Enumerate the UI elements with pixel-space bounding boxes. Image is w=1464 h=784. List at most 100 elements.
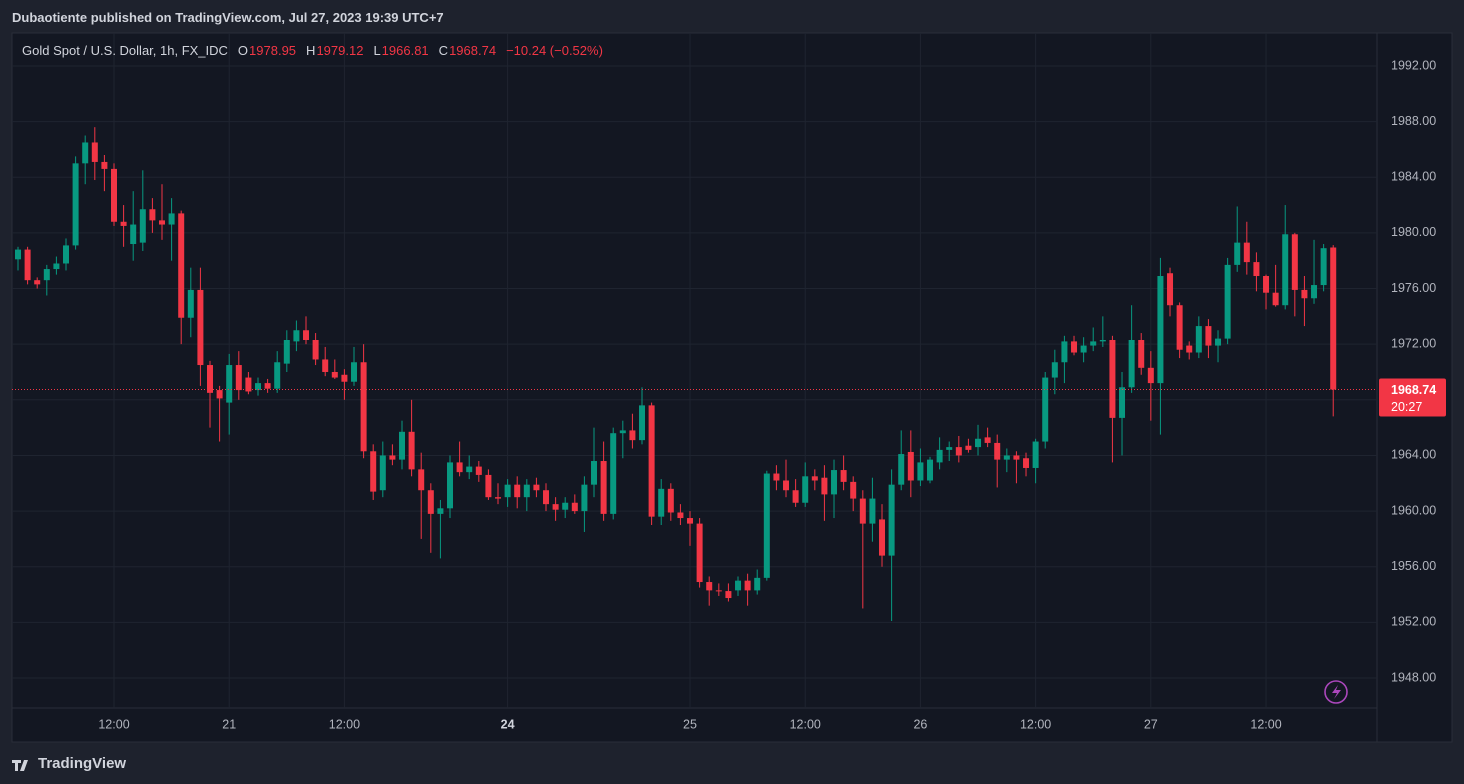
candle-body xyxy=(159,220,166,225)
candle-body xyxy=(187,289,194,318)
x-tick-label: 25 xyxy=(683,717,697,731)
candle-body xyxy=(1023,458,1030,468)
candle-body xyxy=(437,508,444,514)
y-tick-label: 1948.00 xyxy=(1391,670,1436,684)
candle-body xyxy=(139,209,146,243)
x-tick-label: 27 xyxy=(1144,717,1158,731)
candle-body xyxy=(1099,339,1106,342)
candle-body xyxy=(754,577,761,591)
candle-body xyxy=(571,502,578,512)
candle-body xyxy=(1253,262,1260,277)
candle-body xyxy=(504,484,511,498)
candle-body xyxy=(1311,285,1318,299)
candle-body xyxy=(562,502,569,510)
candle-body xyxy=(1109,339,1116,418)
candle-body xyxy=(783,480,790,491)
candle-body xyxy=(735,580,742,591)
candle-body xyxy=(869,498,876,524)
candle-body xyxy=(677,512,684,519)
candle-body xyxy=(859,498,866,524)
candle-body xyxy=(591,461,598,485)
candle-body xyxy=(600,461,607,514)
x-tick-label: 12:00 xyxy=(329,717,360,731)
candle-body xyxy=(1243,242,1250,263)
candle-body xyxy=(1272,292,1279,306)
legend-label: O xyxy=(237,43,249,58)
legend-label: C xyxy=(438,43,449,58)
candle-body xyxy=(1301,289,1308,299)
x-tick-label: 12:00 xyxy=(1020,717,1051,731)
candle-body xyxy=(24,249,31,281)
candle-body xyxy=(1215,338,1222,346)
candle-body xyxy=(533,484,540,491)
candle-body xyxy=(1330,247,1337,390)
last-price-label: 1968.74 xyxy=(1391,383,1436,397)
symbol-title: Gold Spot / U.S. Dollar, 1h, FX_IDC xyxy=(22,43,228,58)
alert-icon[interactable] xyxy=(1324,680,1348,704)
candle-body xyxy=(946,447,953,450)
candle-body xyxy=(120,221,127,226)
candle-body xyxy=(879,519,886,556)
candle-body xyxy=(1138,339,1145,368)
candle-body xyxy=(610,433,617,514)
candle-body xyxy=(418,469,425,491)
legend-change: −10.24 (−0.52%) xyxy=(506,43,603,58)
candle-body xyxy=(1282,234,1289,306)
y-tick-label: 1976.00 xyxy=(1391,281,1436,295)
legend: Gold Spot / U.S. Dollar, 1h, FX_IDC O 197… xyxy=(22,43,609,58)
candle-body xyxy=(274,362,281,389)
candle-body xyxy=(629,430,636,441)
candle-body xyxy=(715,590,722,592)
legend-value: 1968.74 xyxy=(449,43,497,58)
candle-body xyxy=(1157,276,1164,384)
candle-body xyxy=(399,431,406,460)
candle-body xyxy=(331,371,338,378)
countdown-label: 20:27 xyxy=(1391,400,1422,414)
candle-body xyxy=(235,365,242,391)
candle-body xyxy=(379,455,386,491)
y-tick-label: 1988.00 xyxy=(1391,114,1436,128)
candle-body xyxy=(293,330,300,342)
candle-body xyxy=(936,449,943,463)
candle-body xyxy=(965,445,972,450)
candle-body xyxy=(831,470,838,495)
candle-body xyxy=(840,470,847,482)
candle-body xyxy=(408,431,415,470)
y-tick-label: 1992.00 xyxy=(1391,58,1436,72)
legend-value: 1978.95 xyxy=(249,43,297,58)
candles xyxy=(15,127,1337,621)
candle-body xyxy=(226,365,233,403)
candle-body xyxy=(466,466,473,473)
candle-body xyxy=(639,405,646,441)
candle-body xyxy=(370,451,377,492)
candle-body xyxy=(1263,276,1270,293)
candle-body xyxy=(1234,242,1241,265)
candle-body xyxy=(475,466,482,475)
candle-body xyxy=(543,490,550,505)
y-tick-label: 1960.00 xyxy=(1391,503,1436,517)
candle-body xyxy=(1119,387,1126,418)
candle-body xyxy=(687,518,694,524)
candle-body xyxy=(283,339,290,364)
candle-body xyxy=(523,484,530,498)
candle-body xyxy=(984,437,991,443)
candle-body xyxy=(706,582,713,591)
x-tick-label: 26 xyxy=(913,717,927,731)
legend-value: 1966.81 xyxy=(381,43,429,58)
candle-body xyxy=(111,168,118,222)
candle-body xyxy=(850,481,857,499)
candle-body xyxy=(1176,305,1183,350)
candle-body xyxy=(351,362,358,382)
candle-body xyxy=(322,359,329,372)
candle-body xyxy=(91,142,98,162)
candle-body xyxy=(216,390,223,399)
candle-body xyxy=(619,430,626,434)
candle-body xyxy=(15,249,22,260)
candle-body xyxy=(907,451,914,481)
candle-body xyxy=(1080,345,1087,353)
candle-body xyxy=(53,263,60,270)
candle-body xyxy=(792,490,799,503)
candle-body xyxy=(898,454,905,485)
candle-body xyxy=(1224,264,1231,339)
